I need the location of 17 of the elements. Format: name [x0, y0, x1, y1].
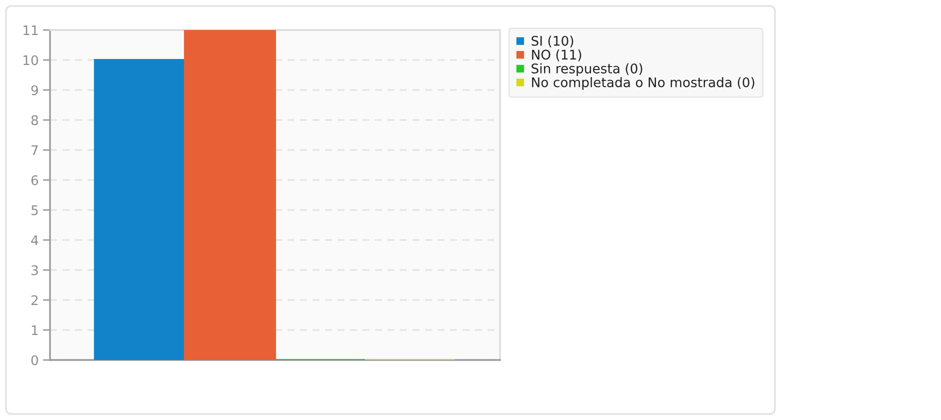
y-tick-label: 4: [31, 235, 38, 246]
y-tick-label: 11: [24, 25, 38, 36]
y-tick-label: 2: [31, 295, 38, 306]
legend-label: No completada o No mostrada (0): [532, 77, 754, 90]
legend-label: Sin respuesta (0): [532, 63, 642, 76]
y-tick-label: 8: [31, 115, 38, 126]
y-tick-label: 5: [32, 205, 38, 216]
y-tick-label: 3: [32, 265, 38, 276]
legend-label: NO (11): [532, 49, 582, 62]
y-tick-label: 9: [31, 85, 38, 96]
y-tick-label: 1: [32, 325, 38, 336]
y-tick-label: 7: [32, 145, 38, 156]
y-tick-label: 6: [31, 175, 38, 186]
y-tick-label: 0: [31, 355, 38, 366]
bar: [184, 30, 276, 360]
y-tick-label: 10: [24, 55, 38, 66]
legend-label: SI (10): [532, 36, 574, 48]
